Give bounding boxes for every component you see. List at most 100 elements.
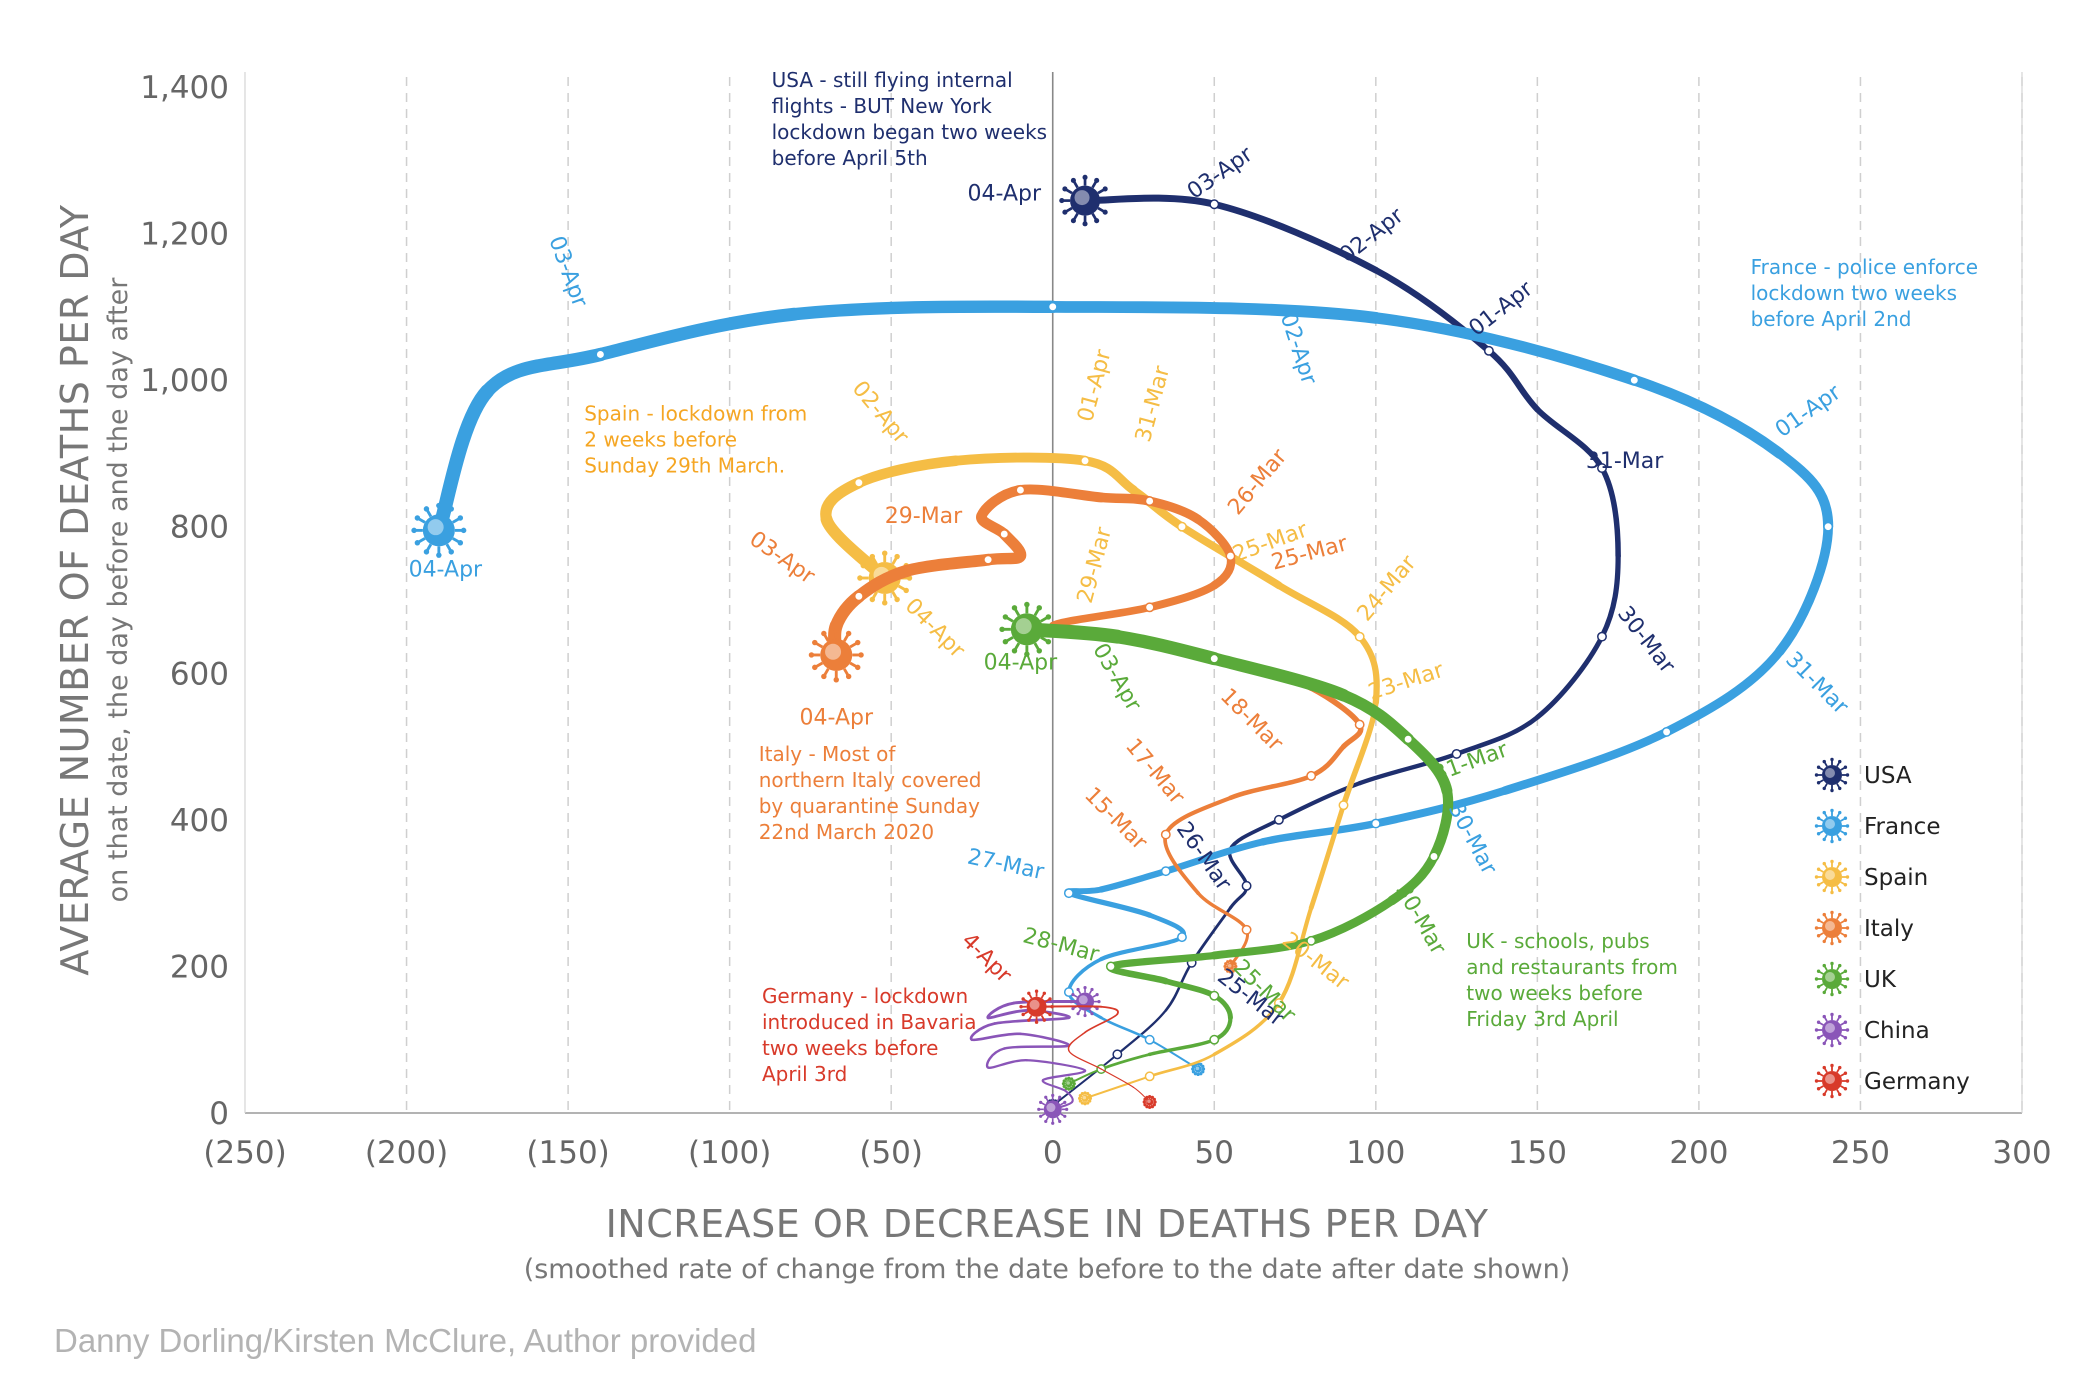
series-segment-france <box>1162 838 1267 875</box>
x-tick-label: 50 <box>1195 1135 1234 1171</box>
series-segment-france <box>1774 521 1833 657</box>
series-segment-france <box>480 347 608 398</box>
y-tick-label: 400 <box>170 803 229 839</box>
date-label-usa: 31-Mar <box>1586 449 1664 474</box>
legend-icon-germany <box>1814 1063 1850 1099</box>
series-segment-uk <box>1337 689 1415 746</box>
series-segment-usa <box>1599 465 1621 559</box>
point-france <box>1661 726 1672 737</box>
series-segment-france <box>1259 819 1380 846</box>
series-segment-uk <box>1428 785 1454 862</box>
point-italy <box>1160 829 1171 840</box>
legend-icon-usa <box>1814 757 1850 793</box>
x-axis-title: INCREASE OR DECREASE IN DEATHS PER DAY <box>606 1202 1489 1246</box>
point-usa <box>1483 345 1494 356</box>
series-segment-china <box>1064 1089 1074 1104</box>
series-segment-france <box>1370 312 1640 386</box>
point-italy <box>999 529 1010 539</box>
point-spain <box>1354 631 1365 642</box>
series-france <box>411 300 1834 1077</box>
series-start-uk <box>1061 1076 1076 1091</box>
series-segment-germany <box>1084 1013 1119 1034</box>
point-usa <box>1112 1049 1123 1060</box>
series-segment-france <box>431 384 495 538</box>
series-segment-uk <box>1162 978 1218 999</box>
series-segment-uk <box>1107 951 1218 971</box>
note-layer: USA - still flying internal flights - BUT… <box>584 68 1978 1086</box>
series-segment-italy <box>901 553 995 577</box>
date-label-usa: 02-Apr <box>1335 203 1409 269</box>
point-uk <box>1209 653 1220 664</box>
annotation-5: Germany - lockdown introduced in Bavaria t… <box>762 984 977 1086</box>
annotation-3: Italy - Most of northern Italy covered by … <box>759 742 982 844</box>
series-segment-france <box>1662 646 1785 737</box>
legend-label-italy: Italy <box>1864 916 1914 942</box>
date-label-france: 01-Apr <box>1771 380 1846 443</box>
point-uk <box>1209 990 1220 1001</box>
series-end-marker-uk <box>999 601 1055 657</box>
point-france <box>1063 888 1074 899</box>
date-label-spain: 31-Mar <box>1131 363 1175 445</box>
series-segment-italy <box>1308 744 1346 779</box>
series-start-germany <box>1142 1094 1157 1110</box>
x-axis-subtitle: (smoothed rate of change from the date b… <box>524 1254 1571 1285</box>
series-segment-china <box>969 1022 996 1042</box>
point-uk <box>1209 1034 1220 1045</box>
series-segment-france <box>1046 300 1382 324</box>
series-segment-china <box>985 1047 1006 1069</box>
series-segment-france <box>1371 786 1510 828</box>
legend-icon-spain <box>1814 859 1850 895</box>
date-label-spain: 02-Apr <box>847 376 914 449</box>
legend-icon-france <box>1814 808 1850 844</box>
point-spain <box>853 477 864 488</box>
point-france <box>1177 932 1187 943</box>
series-segment-spain <box>1276 905 1314 1006</box>
date-label-uk: 31-Mar <box>1430 737 1512 787</box>
date-label-usa: 04-Apr <box>968 182 1042 207</box>
date-label-spain: 04-Apr <box>900 594 970 664</box>
point-usa <box>1209 199 1220 210</box>
x-tick-label: (150) <box>526 1135 609 1171</box>
series-segment-china <box>1025 1059 1087 1072</box>
date-label-uk: 30-Mar <box>1390 879 1451 959</box>
date-label-italy: 29-Mar <box>885 504 963 529</box>
date-label-uk: 04-Apr <box>984 651 1058 676</box>
legend-label-uk: UK <box>1864 967 1897 993</box>
series-segment-uk <box>1106 963 1170 985</box>
series-segment-germany <box>1067 1031 1086 1052</box>
series-segment-usa <box>1534 406 1605 471</box>
series-segment-uk <box>1402 733 1453 797</box>
legend-label-france: France <box>1864 814 1940 840</box>
point-uk <box>1403 734 1414 745</box>
y-tick-label: 1,400 <box>140 70 229 106</box>
point-spain <box>1177 521 1187 532</box>
series-segment-france <box>788 300 1059 321</box>
point-usa <box>1273 814 1284 825</box>
series-end-marker-germany <box>1019 989 1054 1024</box>
date-label-spain: 24-Mar <box>1353 550 1423 626</box>
date-label-italy: 15-Mar <box>1079 783 1152 856</box>
series-segment-china <box>986 1059 1029 1069</box>
series-end-marker-china <box>1069 986 1101 1018</box>
x-tick-label: 150 <box>1508 1135 1567 1171</box>
series-segment-france <box>1774 448 1834 532</box>
series-segment-spain <box>1340 699 1379 808</box>
date-label-uk: 03-Apr <box>1087 639 1146 716</box>
series-segment-spain <box>1080 456 1139 495</box>
series-segment-france <box>593 307 801 361</box>
x-tick-label: 0 <box>1043 1135 1063 1171</box>
point-france <box>1160 866 1171 877</box>
series-segment-germany <box>1100 1005 1119 1015</box>
point-usa <box>1241 880 1252 891</box>
point-italy <box>983 554 994 565</box>
date-label-italy: 26-Mar <box>1223 444 1293 520</box>
point-uk <box>1429 851 1439 862</box>
series-segment-spain <box>820 477 865 526</box>
series-start-france <box>1191 1062 1206 1077</box>
date-label-italy: 18-Mar <box>1215 684 1288 757</box>
point-italy <box>1144 602 1155 613</box>
series-segment-italy <box>1228 773 1314 801</box>
series-segment-spain <box>853 455 962 489</box>
date-label-spain: 29-Mar <box>1073 524 1117 606</box>
series-segment-france <box>1099 1016 1151 1041</box>
